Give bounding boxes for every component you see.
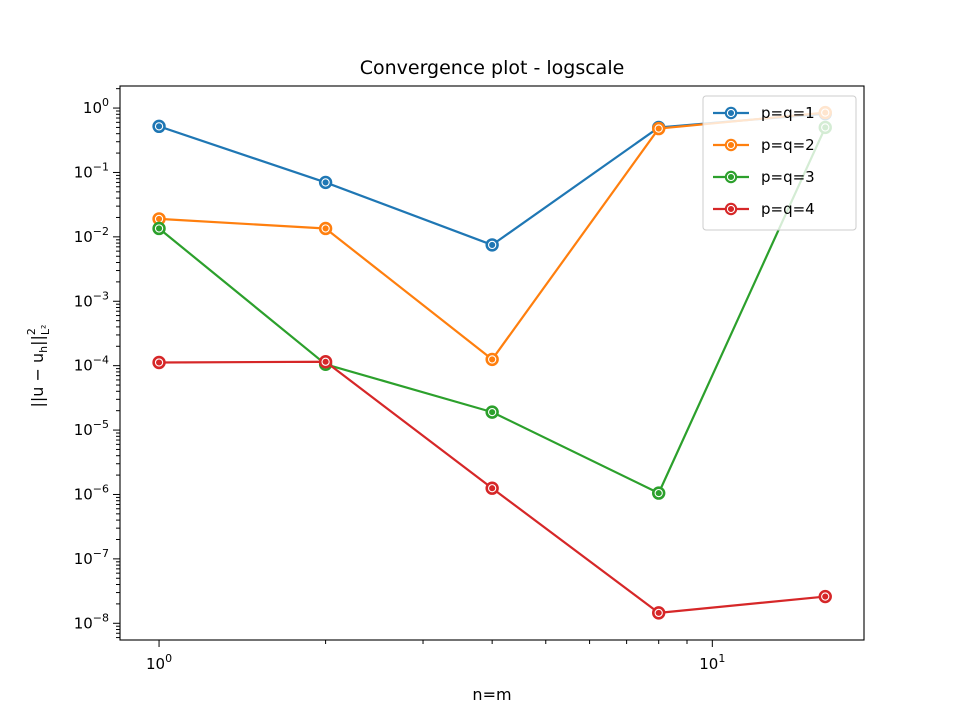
legend-marker bbox=[724, 170, 738, 184]
legend-marker-ring bbox=[726, 108, 736, 118]
data-point bbox=[652, 606, 666, 620]
data-point-ring bbox=[488, 240, 497, 250]
y-tick-label: 10−3 bbox=[74, 289, 109, 310]
legend-marker-ring bbox=[726, 172, 736, 182]
data-point-ring bbox=[154, 224, 164, 233]
data-point bbox=[485, 238, 499, 252]
data-point-ring bbox=[488, 484, 497, 493]
legend: p=q=1 p=q=2 p=q=3 p=q=4 bbox=[702, 95, 857, 231]
data-point-ring bbox=[821, 592, 830, 601]
data-point bbox=[652, 486, 666, 500]
data-point-ring bbox=[321, 357, 330, 366]
y-tick-label: 10−6 bbox=[74, 482, 109, 503]
legend-label: p=q=1 bbox=[761, 104, 815, 122]
y-tick-label: 10−2 bbox=[74, 225, 109, 246]
data-point bbox=[485, 481, 499, 495]
plot-area: 100 101 100 10−1 10−2 10−3 10−4 10−5 10−6 10−7 10−… bbox=[74, 85, 865, 673]
legend-label: p=q=3 bbox=[761, 168, 815, 186]
data-point bbox=[318, 221, 333, 236]
legend-label: p=q=2 bbox=[761, 136, 815, 154]
y-tick-label: 10−8 bbox=[74, 611, 109, 632]
data-point bbox=[485, 405, 499, 419]
legend-box bbox=[702, 95, 857, 231]
x-tick-label: 100 bbox=[146, 652, 172, 673]
data-point bbox=[318, 355, 333, 369]
legend-marker-ring bbox=[726, 204, 736, 214]
y-axis-label: ||u − uh||2L² bbox=[25, 325, 52, 408]
data-point bbox=[818, 589, 832, 604]
data-point bbox=[152, 119, 166, 134]
data-point-ring bbox=[321, 178, 330, 187]
data-point-ring bbox=[654, 608, 663, 618]
y-tick-label: 10−5 bbox=[74, 418, 109, 439]
data-point-ring bbox=[154, 358, 164, 367]
legend-marker bbox=[724, 202, 738, 216]
y-tick-label: 10−1 bbox=[74, 160, 109, 181]
data-point bbox=[485, 352, 499, 367]
data-point bbox=[152, 355, 166, 370]
data-point bbox=[652, 121, 666, 136]
data-point-ring bbox=[154, 122, 164, 131]
x-axis-label: n=m bbox=[472, 685, 511, 704]
x-tick-label: 101 bbox=[699, 652, 725, 673]
data-point-ring bbox=[488, 407, 497, 417]
y-tick-label: 10−4 bbox=[74, 354, 109, 375]
data-point bbox=[318, 175, 333, 190]
data-point-ring bbox=[654, 488, 663, 498]
data-point-ring bbox=[488, 355, 497, 364]
legend-marker bbox=[724, 138, 738, 152]
data-point-ring bbox=[654, 124, 663, 133]
legend-label: p=q=4 bbox=[761, 200, 815, 218]
chart-title: Convergence plot - logscale bbox=[360, 57, 625, 79]
data-point bbox=[152, 221, 166, 236]
data-point-ring bbox=[321, 224, 330, 233]
y-tick-label: 10−7 bbox=[74, 547, 109, 568]
legend-marker bbox=[724, 106, 738, 120]
legend-marker-ring bbox=[726, 140, 736, 150]
y-tick-label: 100 bbox=[83, 96, 109, 117]
